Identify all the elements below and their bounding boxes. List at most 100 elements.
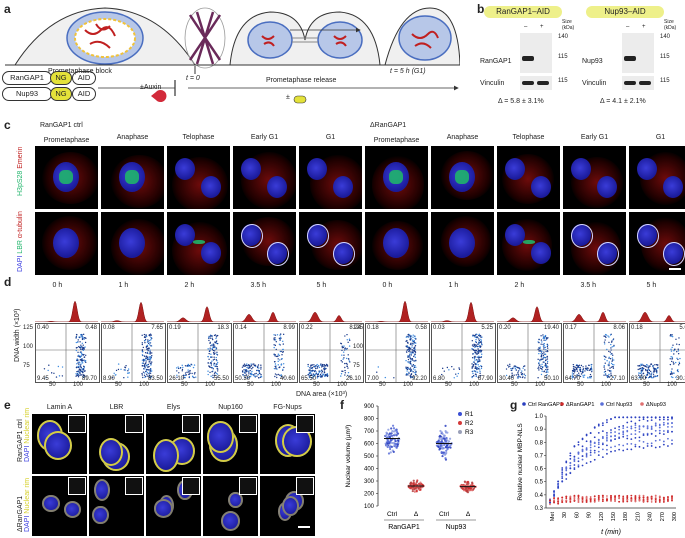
g-del-point <box>569 501 572 503</box>
g-ylabel: Relative nuclear MBP-NLS <box>517 423 524 501</box>
g-ctrl-point <box>589 440 592 443</box>
g-ctrl-point <box>577 452 580 455</box>
g-ctrl-point <box>626 437 629 440</box>
blot-size1-0-1: 115 <box>558 54 568 60</box>
f-point <box>413 490 416 493</box>
g-ctrl-point <box>642 434 645 437</box>
g-del-point <box>569 497 572 500</box>
g-ctrl-point <box>638 428 641 430</box>
quad-tr: 5.64 <box>679 325 685 331</box>
d-ytick-del-2: 75 <box>353 363 360 369</box>
d-xtick-ctrl-2-0: 50 <box>181 382 188 388</box>
stage-label-del-3: Early G1 <box>580 134 609 141</box>
micrograph-del-0-r0 <box>365 146 428 209</box>
g-ctrl-point <box>650 419 653 422</box>
g-del-point <box>634 496 637 499</box>
g-ctrl-point <box>577 457 580 460</box>
blot-row1-1: Nup93 <box>582 58 603 65</box>
d-histogram-ctrl-3 <box>233 311 296 322</box>
g-ctrl-point <box>557 483 560 486</box>
g-ctrl-point <box>597 443 600 446</box>
quad-tr: 7.65 <box>151 325 163 331</box>
flow-dots <box>432 324 495 382</box>
g-ctrl-point <box>610 435 612 438</box>
g-ctrl-point <box>658 426 661 429</box>
inset <box>182 415 200 433</box>
d-xtick-del-3-1: 100 <box>601 382 612 388</box>
g-del-point <box>634 500 637 503</box>
f-legend-dot-0 <box>458 412 462 416</box>
g-ctrl-point <box>601 424 604 427</box>
g-xtick-10: 300 <box>672 512 678 521</box>
e-col-label-3: Nup160 <box>218 404 243 411</box>
g-del-point <box>667 497 669 500</box>
d-time-del-3: 3.5 h <box>580 282 597 289</box>
f-point <box>391 430 394 433</box>
g-ctrl-point <box>667 429 669 432</box>
nucleus <box>333 176 353 198</box>
f-point <box>439 441 442 444</box>
g-ctrl-point <box>601 430 604 433</box>
g-ctrl-point <box>597 450 600 453</box>
flow-dots <box>564 324 627 382</box>
g-ctrl-point <box>581 438 584 441</box>
nucleus <box>307 158 327 180</box>
quad-br: 26.10 <box>345 376 361 382</box>
f-ylabel: Nuclear volume (µm³) <box>345 425 352 488</box>
g-ctrl-point <box>662 443 665 446</box>
g-ctrl-point <box>638 436 641 439</box>
g-ctrl-point <box>650 445 653 447</box>
g-del-point <box>638 499 641 502</box>
g-del-point <box>634 495 637 498</box>
g-del-point <box>630 494 633 497</box>
g-ctrl-point <box>577 464 580 467</box>
quad-bl: 63.90 <box>631 376 647 382</box>
quad-tl: 0.40 <box>37 325 49 331</box>
nuclear-rim-signal <box>206 420 235 453</box>
g-ctrl-point <box>638 425 641 427</box>
d-xtick-del-1-0: 50 <box>445 382 452 388</box>
g-ctrl-point <box>650 428 653 431</box>
quad-bl: 65.50 <box>301 376 317 382</box>
quad-bl: 9.45 <box>37 376 49 382</box>
quad-tr: 18.3 <box>217 325 229 331</box>
g-del-point <box>569 495 572 498</box>
stage-label-del-1: Anaphase <box>446 134 479 141</box>
g-ctrl-point <box>654 446 657 449</box>
g-ctrl-point <box>626 448 629 451</box>
row2-channel-label: DAPI LBR α-tubulin <box>17 211 24 272</box>
g-xtick-8: 240 <box>648 512 654 521</box>
g-ctrl-point <box>626 421 629 424</box>
quad-bl: 26.10 <box>169 376 185 382</box>
f-point <box>416 479 419 482</box>
mbp-nls-chart: 1.0 0.9 0.8 0.7 0.6 0.5 0.4 0.3 Met 30 60 90 120 150 1… <box>517 402 678 536</box>
g-del-point <box>626 500 629 503</box>
micrograph-ctrl-3-r1 <box>233 212 296 275</box>
g-del-point <box>658 501 661 503</box>
g-ctrl-point <box>638 416 641 419</box>
d-xtick-ctrl-4-1: 100 <box>337 382 348 388</box>
f-point <box>389 451 392 454</box>
nuclear-rim-signal <box>42 495 60 513</box>
g-ctrl-point <box>577 441 580 444</box>
g-ctrl-point <box>618 416 621 419</box>
blot-band-2b-1 <box>639 81 651 85</box>
d-xtick-ctrl-1-1: 100 <box>139 382 150 388</box>
micrograph-ctrl-1-r1 <box>101 212 164 275</box>
g-del-point <box>642 496 645 499</box>
panel-a-label: a <box>4 2 11 16</box>
g-ctrl-point <box>553 493 555 496</box>
nuclear-rim <box>307 224 329 248</box>
d-time-ctrl-0: 0 h <box>52 282 63 289</box>
f-point <box>444 424 447 427</box>
g-ctrl-point <box>581 449 584 452</box>
micrograph-del-2-r1 <box>497 212 560 275</box>
g-ctrl-point <box>662 433 665 436</box>
g-del-point <box>593 495 596 498</box>
nuclear-rim-signal <box>220 510 241 531</box>
g-del-point <box>610 499 612 502</box>
g-ctrl-point <box>614 445 616 448</box>
f-point <box>417 486 420 490</box>
quad-tl: 0.17 <box>565 325 577 331</box>
g-del-point <box>654 498 657 501</box>
